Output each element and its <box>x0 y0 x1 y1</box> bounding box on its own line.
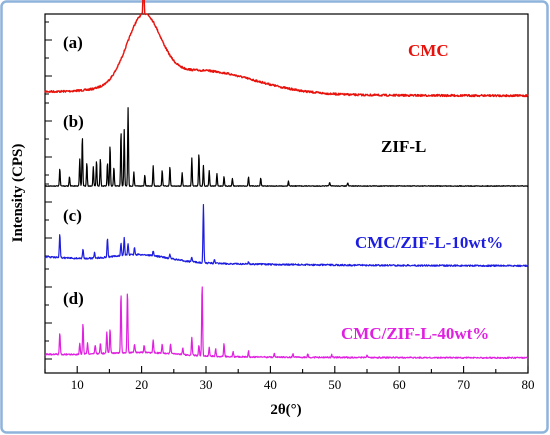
series-layer <box>44 0 529 360</box>
x-tick-label: 80 <box>522 377 535 392</box>
series-label-cmc: CMC <box>408 41 449 60</box>
panel-label-a: (a) <box>63 33 83 52</box>
series-label-zif-l: ZIF-L <box>381 137 426 156</box>
x-tick-label: 70 <box>457 377 470 392</box>
x-tick-label: 20 <box>135 377 148 392</box>
series-line-cmc-zif-l-40wt- <box>44 286 529 360</box>
panel-label-b: (b) <box>63 112 84 131</box>
panel-label-d: (d) <box>63 289 84 308</box>
series-label-cmc-zif-l-10wt: CMC/ZIF-L-10wt% <box>355 233 503 252</box>
x-tick-label: 40 <box>264 377 277 392</box>
x-tick-label: 10 <box>71 377 84 392</box>
series-label-cmc-zif-l-40wt: CMC/ZIF-L-40wt% <box>341 324 489 343</box>
x-tick-label: 60 <box>393 377 406 392</box>
y-axis-ticks <box>45 21 52 360</box>
x-tick-label: 50 <box>328 377 341 392</box>
series-line-cmc <box>44 0 529 98</box>
x-axis-title: 2θ(°) <box>270 402 301 418</box>
x-axis-ticks: 10 20 30 40 50 60 70 80 <box>44 366 535 392</box>
series-line-cmc-zif-l-10wt- <box>44 203 529 268</box>
x-tick-label: 30 <box>200 377 213 392</box>
plot-area <box>44 13 529 374</box>
y-axis-title: Intensity (CPS) <box>10 144 26 243</box>
series-line-zif-l <box>44 107 529 187</box>
panel-label-c: (c) <box>63 206 82 225</box>
